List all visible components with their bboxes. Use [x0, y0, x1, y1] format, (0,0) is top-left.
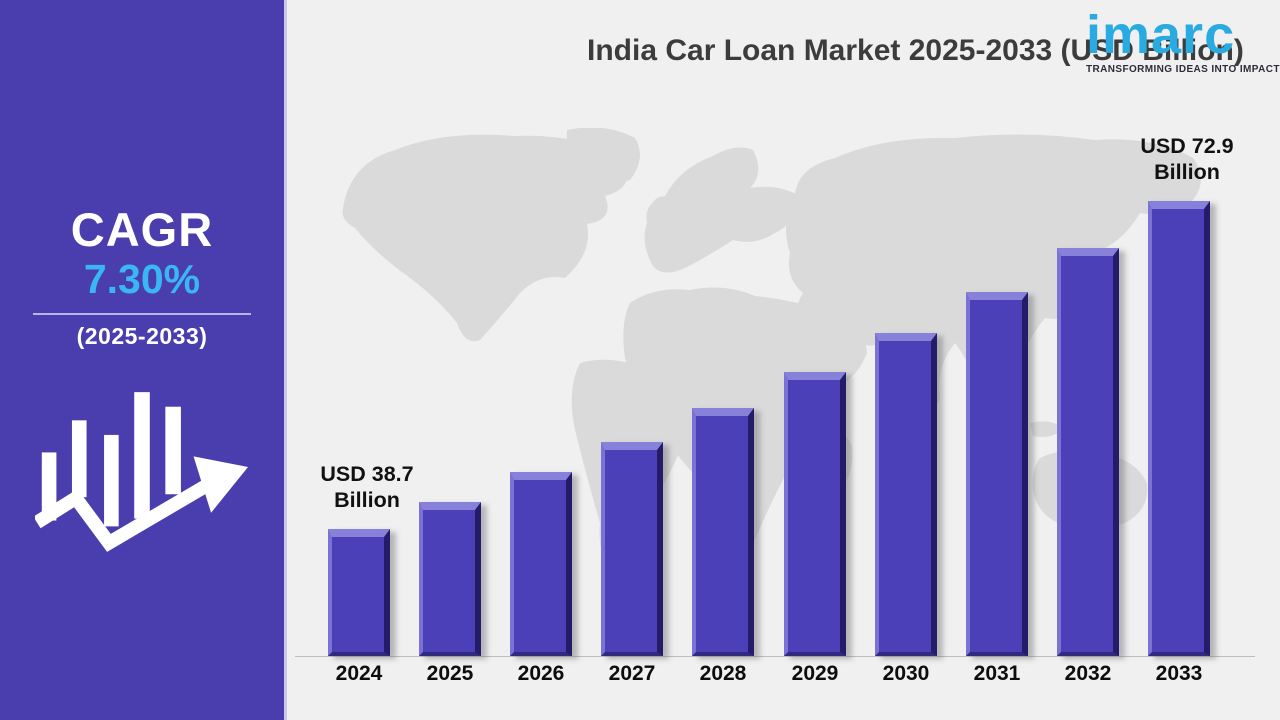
- x-axis-label-2028: 2028: [699, 662, 747, 685]
- value-callout-2033: USD 72.9 Billion: [1140, 134, 1234, 185]
- bar-chart-trend-arrow-icon: [35, 392, 249, 553]
- cagr-sidebar: CAGR 7.30% (2025-2033): [0, 0, 287, 720]
- x-axis-label-2033: 2033: [1155, 662, 1203, 685]
- value-callout-2024: USD 38.7 Billion: [320, 462, 414, 513]
- cagr-label: CAGR: [70, 203, 214, 256]
- bar-2029: [784, 372, 846, 656]
- bar-2025: [419, 502, 481, 656]
- bar-2026: [510, 472, 572, 656]
- x-axis-label-2030: 2030: [882, 662, 930, 685]
- cagr-period: (2025-2033): [76, 323, 208, 350]
- bar-2031: [966, 292, 1028, 656]
- chart-title: India Car Loan Market 2025-2033 (USD Bil…: [587, 34, 1244, 67]
- bar-2032: [1057, 248, 1119, 656]
- cagr-block: CAGR 7.30% (2025-2033): [0, 205, 284, 350]
- imarc-tagline: TRANSFORMING IDEAS INTO IMPACT: [1086, 64, 1280, 76]
- imarc-logo: imarc TRANSFORMING IDEAS INTO IMPACT: [1086, 5, 1280, 76]
- x-axis-label-2027: 2027: [608, 662, 656, 685]
- bar-2027: [601, 442, 663, 656]
- bar-2033: [1148, 201, 1210, 656]
- x-axis-line: [295, 656, 1255, 657]
- chart-panel: India Car Loan Market 2025-2033 (USD Bil…: [287, 0, 1280, 720]
- x-axis-label-2026: 2026: [517, 662, 565, 685]
- divider-line: [33, 313, 251, 316]
- bar-2028: [692, 408, 754, 656]
- x-axis-label-2031: 2031: [973, 662, 1021, 685]
- x-axis-label-2025: 2025: [426, 662, 474, 685]
- x-axis-label-2032: 2032: [1064, 662, 1112, 685]
- x-axis-label-2024: 2024: [335, 662, 383, 685]
- imarc-wordmark: imarc: [1086, 5, 1236, 65]
- bar-2030: [875, 333, 937, 656]
- bar-2024: [328, 529, 390, 656]
- x-axis-label-2029: 2029: [791, 662, 839, 685]
- cagr-value: 7.30%: [83, 256, 201, 303]
